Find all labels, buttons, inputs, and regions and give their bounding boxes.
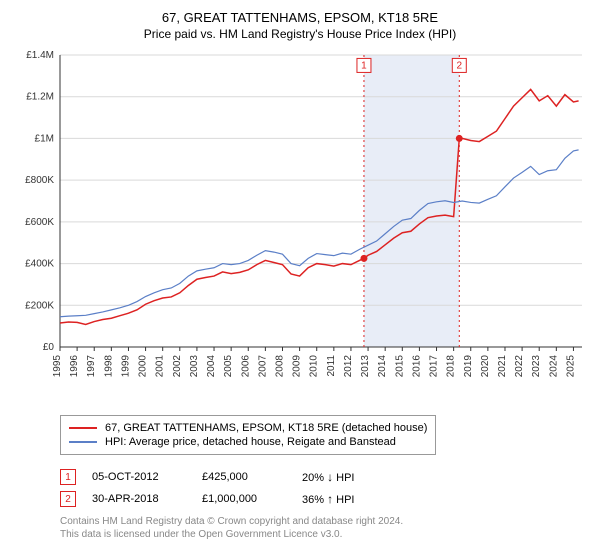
svg-text:2004: 2004 (206, 355, 217, 378)
marker-row: 1 05-OCT-2012£425,00020% ↓ HPI (60, 469, 588, 485)
svg-text:2001: 2001 (155, 355, 166, 378)
svg-text:2000: 2000 (138, 355, 149, 378)
svg-text:2: 2 (457, 60, 463, 71)
svg-text:2010: 2010 (309, 355, 320, 378)
svg-text:2006: 2006 (240, 355, 251, 378)
marker-date: 30-APR-2018 (92, 493, 202, 505)
svg-text:£800K: £800K (25, 175, 54, 186)
svg-text:£400K: £400K (25, 259, 54, 270)
marker-price: £425,000 (202, 471, 302, 483)
marker-pct: 20% ↓ HPI (302, 470, 402, 484)
svg-text:2007: 2007 (257, 355, 268, 378)
svg-text:2008: 2008 (274, 355, 285, 378)
svg-text:£1.4M: £1.4M (26, 50, 54, 61)
footer-line-1: Contains HM Land Registry data © Crown c… (60, 515, 588, 528)
svg-text:£600K: £600K (25, 217, 54, 228)
legend-item: HPI: Average price, detached house, Reig… (69, 436, 427, 448)
svg-text:2002: 2002 (172, 355, 183, 378)
marker-price: £1,000,000 (202, 493, 302, 505)
footer-attribution: Contains HM Land Registry data © Crown c… (60, 515, 588, 541)
svg-text:1996: 1996 (69, 355, 80, 378)
svg-text:£200K: £200K (25, 300, 54, 311)
marker-badge: 1 (60, 469, 76, 485)
svg-text:£1.2M: £1.2M (26, 92, 54, 103)
footer-line-2: This data is licensed under the Open Gov… (60, 528, 588, 541)
marker-table: 1 05-OCT-2012£425,00020% ↓ HPI 2 30-APR-201… (12, 469, 588, 507)
chart-plot-area: £0 £200K £400K £600K £800K £1M £1.2M £1.4M 1995 1… (12, 47, 588, 407)
svg-text:2012: 2012 (343, 355, 354, 378)
svg-text:2022: 2022 (514, 355, 525, 378)
svg-text:2017: 2017 (429, 355, 440, 378)
legend-swatch (69, 441, 97, 443)
svg-text:2014: 2014 (377, 355, 388, 378)
chart-title: 67, GREAT TATTENHAMS, EPSOM, KT18 5RE (12, 10, 588, 25)
svg-text:1995: 1995 (52, 355, 63, 378)
svg-text:2003: 2003 (189, 355, 200, 378)
svg-text:2020: 2020 (480, 355, 491, 378)
legend-label: 67, GREAT TATTENHAMS, EPSOM, KT18 5RE (d… (105, 422, 427, 434)
legend: 67, GREAT TATTENHAMS, EPSOM, KT18 5RE (d… (60, 415, 436, 455)
chart-subtitle: Price paid vs. HM Land Registry's House … (12, 27, 588, 41)
svg-text:2019: 2019 (463, 355, 474, 378)
line-chart-svg: £0 £200K £400K £600K £800K £1M £1.2M £1.4M 1995 1… (12, 47, 588, 407)
svg-text:1999: 1999 (120, 355, 131, 378)
legend-swatch (69, 427, 97, 429)
svg-text:2018: 2018 (446, 355, 457, 378)
svg-text:2009: 2009 (292, 355, 303, 378)
svg-text:1: 1 (361, 60, 367, 71)
legend-label: HPI: Average price, detached house, Reig… (105, 436, 396, 448)
svg-text:2015: 2015 (394, 355, 405, 378)
legend-item: 67, GREAT TATTENHAMS, EPSOM, KT18 5RE (d… (69, 422, 427, 434)
svg-text:2016: 2016 (411, 355, 422, 378)
svg-text:1997: 1997 (86, 355, 97, 378)
marker-row: 2 30-APR-2018£1,000,00036% ↑ HPI (60, 491, 588, 507)
svg-text:1998: 1998 (103, 355, 114, 378)
svg-text:2011: 2011 (326, 355, 337, 377)
svg-text:2023: 2023 (531, 355, 542, 378)
marker-date: 05-OCT-2012 (92, 471, 202, 483)
svg-text:2025: 2025 (565, 355, 576, 378)
svg-text:2013: 2013 (360, 355, 371, 378)
svg-text:£0: £0 (43, 342, 55, 353)
chart-container: 67, GREAT TATTENHAMS, EPSOM, KT18 5RE Pr… (0, 0, 600, 551)
marker-pct: 36% ↑ HPI (302, 492, 402, 506)
svg-text:£1M: £1M (35, 133, 54, 144)
marker-badge: 2 (60, 491, 76, 507)
svg-text:2005: 2005 (223, 355, 234, 378)
svg-text:2024: 2024 (548, 355, 559, 378)
svg-text:2021: 2021 (497, 355, 508, 378)
